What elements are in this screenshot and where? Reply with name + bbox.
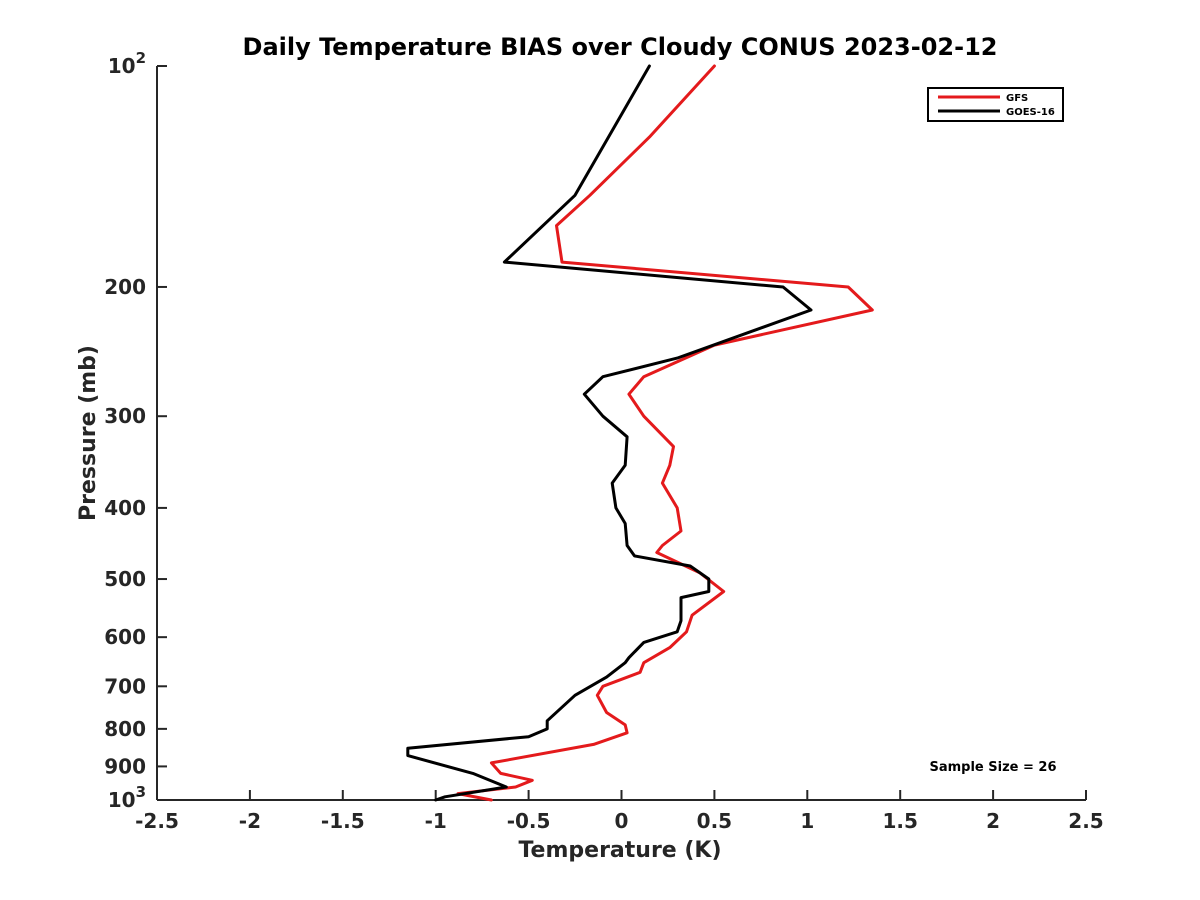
y-tick-label: 500	[104, 567, 146, 591]
chart-title: Daily Temperature BIAS over Cloudy CONUS…	[243, 33, 998, 61]
x-tick-label: -0.5	[507, 809, 551, 833]
y-tick-label: 900	[104, 754, 146, 778]
y-tick-label: 102	[108, 49, 146, 78]
x-tick-label: -1.5	[321, 809, 365, 833]
series-line-gfs	[456, 64, 874, 802]
y-tick-label: 103	[108, 783, 146, 812]
plot-area: -2.5 -2 -1.5 -1 -0.5 0 0.5 1 1.5 2 2.5 102 200 300 400…	[104, 49, 1103, 833]
y-tick-label: 800	[104, 717, 146, 741]
y-tick-label: 300	[104, 404, 146, 428]
x-tick-label: 2.5	[1068, 809, 1103, 833]
series-line-goes-16	[406, 64, 813, 802]
legend: GFS GOES-16	[927, 87, 1064, 122]
y-tick-label: 200	[104, 275, 146, 299]
x-tick-label: 2	[986, 809, 1000, 833]
y-axis-label: Pressure (mb)	[76, 345, 101, 521]
x-tick-label: -2.5	[135, 809, 179, 833]
x-tick-label: 0.5	[697, 809, 732, 833]
x-tick-label: -1	[425, 809, 447, 833]
x-tick-label: 1	[800, 809, 814, 833]
x-tick-label: 0	[615, 809, 629, 833]
y-tick-label: 700	[104, 674, 146, 698]
x-axis-label: Temperature (K)	[518, 838, 721, 863]
x-tick-label: -2	[239, 809, 261, 833]
y-tick-label: 400	[104, 496, 146, 520]
sample-size-annotation: Sample Size = 26	[929, 760, 1056, 775]
legend-entry: GOES-16	[1006, 107, 1055, 118]
legend-entry: GFS	[1006, 93, 1028, 104]
y-tick-label: 600	[104, 625, 146, 649]
x-tick-label: 1.5	[882, 809, 917, 833]
legend-box	[927, 87, 1064, 122]
